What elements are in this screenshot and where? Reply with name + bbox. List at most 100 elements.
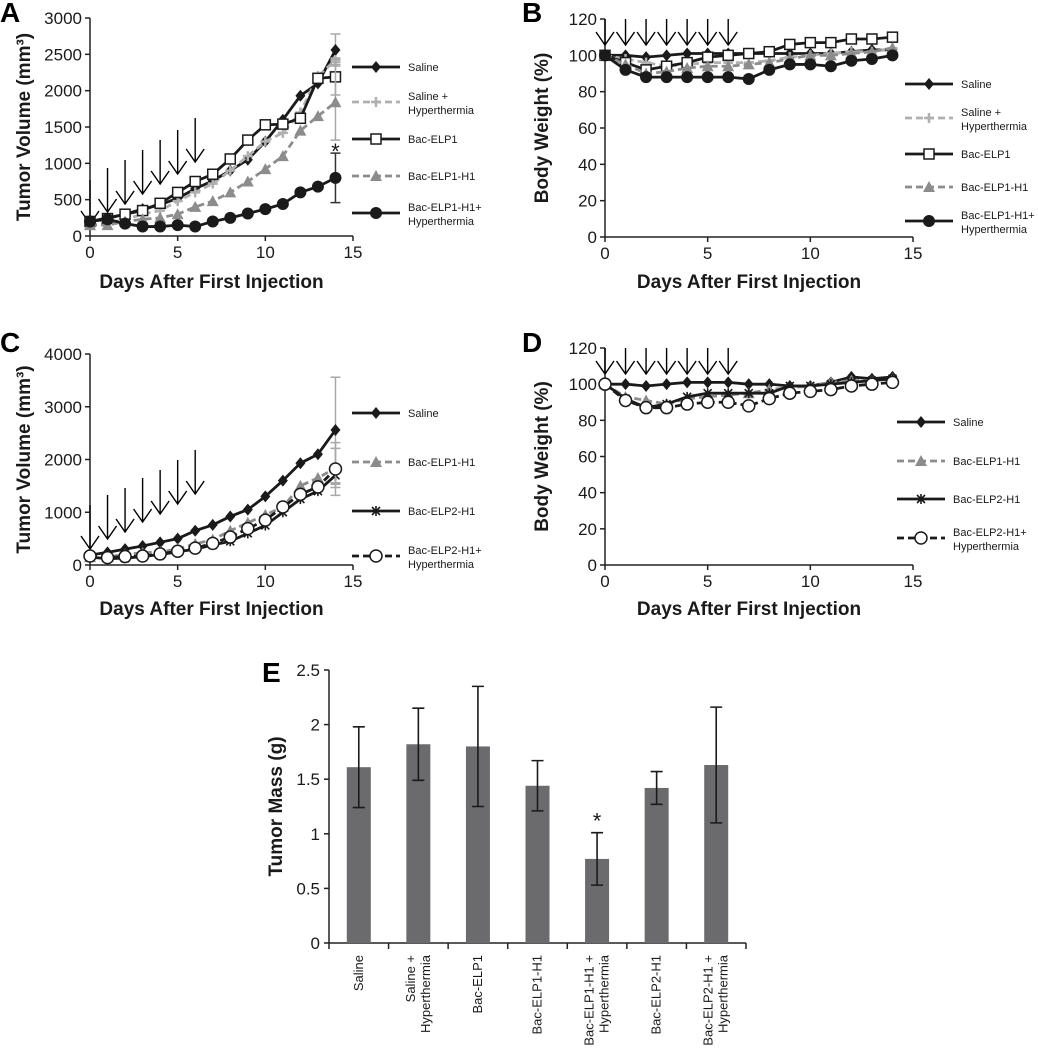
square-marker	[171, 186, 184, 199]
diamond-marker	[172, 532, 183, 545]
open-circle-marker	[885, 375, 900, 390]
x-tick-label: 0	[600, 572, 609, 591]
x-tick-label: 15	[904, 244, 923, 263]
x-tick-label: 5	[173, 243, 182, 262]
circle-marker	[370, 207, 382, 219]
error-bar	[352, 725, 365, 809]
diamond-marker	[137, 540, 148, 553]
circle-marker	[742, 72, 755, 85]
y-tick-label: 100	[569, 375, 597, 394]
diamond-marker	[260, 490, 271, 503]
triangle-marker	[804, 49, 817, 61]
category-label: Hyperthermia	[597, 954, 612, 1033]
open-circle-marker	[639, 400, 653, 415]
circle-marker	[640, 71, 653, 84]
diamond-marker	[330, 423, 341, 436]
diamond-marker	[242, 503, 253, 516]
y-axis-title: Tumor Volume (mm³)	[14, 33, 35, 221]
panel-letter: C	[0, 327, 20, 358]
injection-arrow-icon	[718, 19, 738, 47]
diamond-marker	[661, 378, 672, 391]
y-tick-label: 3000	[44, 9, 82, 28]
y-tick-label: 40	[578, 155, 597, 174]
diamond-marker	[916, 416, 926, 428]
diamond-marker	[682, 376, 693, 389]
diamond-marker	[641, 51, 652, 64]
y-tick-label: 20	[578, 520, 597, 539]
legend-label: Hyperthermia	[953, 541, 1020, 553]
injection-arrow-icon	[133, 150, 153, 196]
open-circle-marker	[135, 549, 150, 563]
open-circle-marker	[914, 531, 928, 545]
circle-marker	[329, 171, 342, 184]
triangle-marker	[722, 60, 735, 72]
circle-marker	[619, 63, 632, 76]
category-label: Bac-ELP2-H1 +	[701, 955, 716, 1046]
plus-marker	[260, 136, 271, 147]
open-circle-marker	[241, 521, 255, 536]
y-tick-label: 0	[311, 934, 320, 953]
y-tick-label: 100	[569, 46, 597, 65]
legend-label: Bac-ELP2-H1+	[953, 527, 1027, 539]
y-tick-label: 0.5	[296, 879, 320, 898]
series-bac-elp1-h1	[84, 63, 342, 231]
y-tick-label: 1	[311, 825, 320, 844]
open-circle-marker	[741, 399, 756, 413]
circle-marker	[804, 58, 817, 71]
y-tick-label: 1000	[44, 503, 82, 522]
injection-arrow-icon	[636, 348, 656, 376]
significance-asterisk: *	[593, 809, 602, 834]
legend-label: Hyperthermia	[408, 105, 475, 117]
injection-arrow-icon	[698, 348, 718, 376]
circle-marker	[224, 211, 237, 224]
y-axis-title: Body Weight (%)	[532, 53, 553, 204]
x-axis-title: Days After First Injection	[99, 599, 323, 620]
injection-arrow-icon	[115, 488, 135, 534]
x-axis-title: Days After First Injection	[637, 599, 861, 620]
injection-arrow-icon	[185, 450, 205, 496]
circle-marker	[599, 49, 611, 62]
legend-label: Bac-ELP1	[961, 149, 1011, 161]
y-tick-label: 60	[578, 448, 597, 467]
triangle-marker	[259, 163, 272, 175]
square-marker	[242, 134, 254, 146]
legend-label: Hyperthermia	[408, 216, 475, 228]
significance-asterisk: *	[331, 139, 340, 164]
y-tick-label: 0	[73, 556, 82, 575]
diamond-marker	[371, 61, 381, 73]
series-saline	[85, 376, 341, 561]
circle-marker	[681, 71, 694, 84]
triangle-marker	[701, 60, 714, 72]
triangle-marker	[370, 456, 382, 467]
circle-marker	[865, 52, 878, 65]
triangle-marker	[206, 195, 219, 207]
circle-marker	[701, 71, 714, 84]
open-circle-marker	[258, 513, 273, 527]
square-marker	[294, 112, 307, 125]
open-circle-marker	[721, 395, 735, 409]
y-tick-label: 1000	[44, 154, 82, 173]
open-circle-marker	[118, 549, 132, 564]
square-marker	[886, 31, 899, 43]
triangle-marker	[329, 96, 342, 108]
square-marker	[722, 49, 734, 62]
panel-c: C 0 1000 2000 3000 4000 0 5 10 15 Days After First…	[0, 327, 482, 620]
y-tick-label: 2500	[44, 45, 82, 64]
y-axis-title: Tumor Mass (g)	[266, 736, 287, 876]
open-circle-marker	[783, 386, 797, 400]
open-circle-marker	[659, 400, 674, 415]
series-bac-elp2-h1-hyperthermia	[598, 375, 900, 415]
injection-arrow-icon	[150, 140, 170, 186]
open-circle-marker	[170, 544, 185, 559]
error-bar	[531, 759, 544, 812]
square-marker	[763, 45, 776, 58]
square-marker	[259, 119, 272, 131]
diamond-marker	[190, 524, 201, 537]
y-tick-label: 80	[578, 411, 597, 430]
error-bar	[710, 706, 723, 824]
circle-marker	[824, 60, 837, 73]
triangle-marker	[224, 186, 237, 198]
series-bac-elp1-h1-hyperthermia	[84, 152, 342, 233]
square-marker	[154, 197, 166, 210]
legend-label: Bac-ELP1-H1+	[408, 202, 482, 214]
